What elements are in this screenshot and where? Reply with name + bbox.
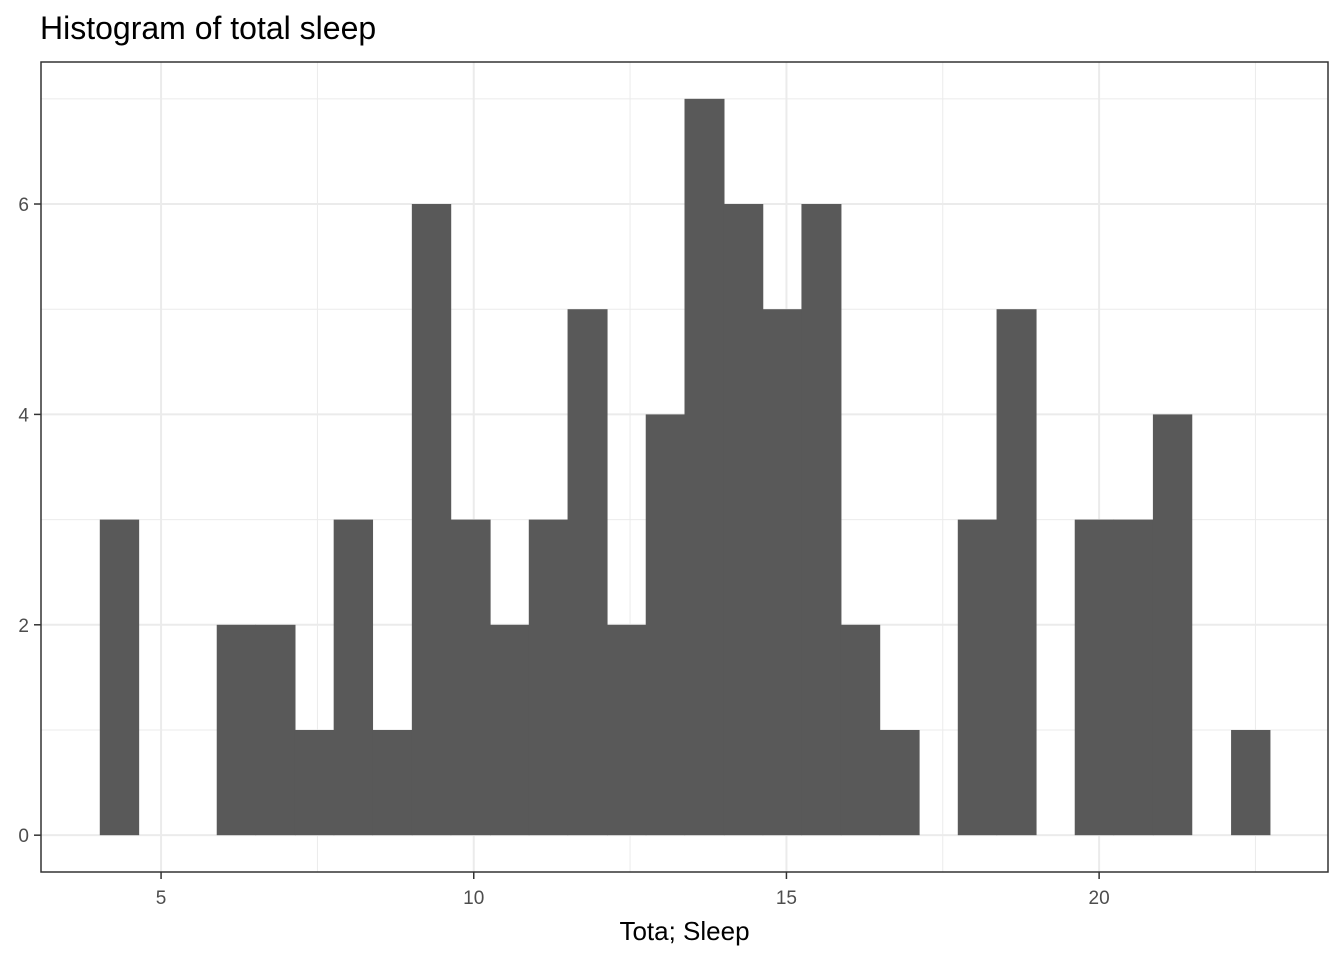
y-tick-label: 6 [18,195,29,216]
histogram-bar [996,309,1037,836]
chart-title: Histogram of total sleep [40,10,377,46]
histogram-bar [1113,519,1154,836]
x-tick-label: 10 [463,888,484,909]
histogram-bars [99,98,1271,836]
histogram-bar [1074,519,1115,836]
histogram-bar [216,624,257,836]
histogram-bar [490,624,530,836]
x-tick-label: 15 [776,888,797,909]
histogram-bar [606,624,647,836]
histogram-bar [1152,414,1193,836]
histogram-bar [411,204,452,836]
y-axis-ticks: 0 2 4 6 [18,195,41,847]
histogram-bar [645,414,686,836]
histogram-bar [801,204,842,836]
histogram-bar [450,519,491,836]
histogram-bar [372,729,413,836]
histogram-bar [1231,729,1271,836]
histogram-bar [99,519,140,836]
x-axis-ticks: 5 10 15 20 [156,872,1110,909]
histogram-bar [762,309,803,836]
histogram-bar [840,624,881,836]
histogram-bar [723,204,764,836]
y-tick-label: 0 [18,826,29,847]
histogram-bar [333,519,374,836]
histogram-bar [255,624,296,836]
histogram-bar [294,729,335,836]
histogram-bar [684,98,725,836]
histogram-bar [528,519,569,836]
x-tick-label: 5 [156,888,167,909]
x-axis-title: Tota; Sleep [619,916,749,946]
y-tick-label: 4 [18,405,29,426]
histogram-bar [879,729,920,836]
x-tick-label: 20 [1089,888,1110,909]
histogram-bar [567,309,608,836]
panel-border [40,61,1329,873]
histogram-bar [957,519,998,836]
y-tick-label: 2 [18,616,29,637]
